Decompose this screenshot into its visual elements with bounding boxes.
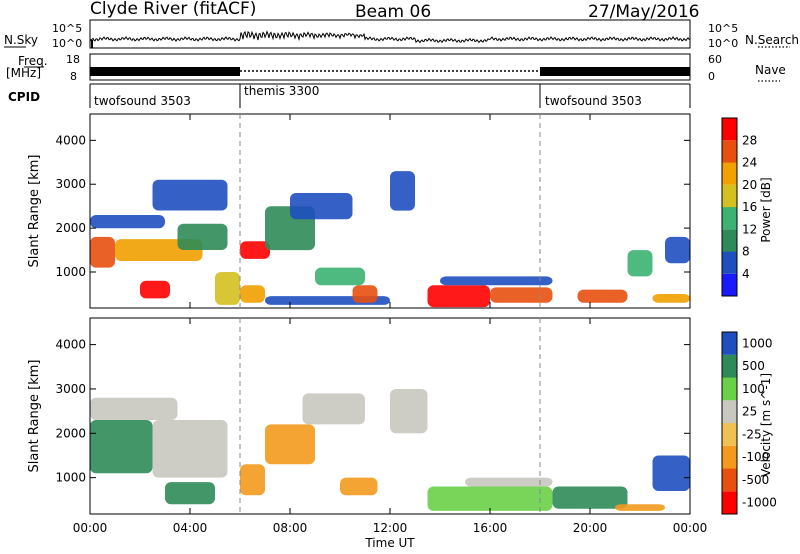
velocity-ytick-label-4: 4000	[55, 338, 86, 352]
velocity-patch-14	[653, 456, 691, 492]
power-patch-4	[140, 281, 170, 299]
power-ytick-label-2: 2000	[55, 221, 86, 235]
velocity-colorbar-cell-7	[722, 355, 737, 378]
power-colorbar-cell-8	[722, 118, 737, 140]
noise-panel-frame	[90, 20, 690, 48]
velocity-ytick-label-1: 1000	[55, 471, 86, 485]
velocity-patch-8	[340, 478, 378, 496]
velocity-patch-2	[90, 398, 178, 420]
power-colorbar-cell-2	[722, 252, 737, 274]
power-colorbar-cell-4	[722, 207, 737, 229]
velocity-patch-11	[465, 478, 553, 487]
velocity-ylabel: Slant Range [km]	[27, 360, 42, 473]
power-colorbar-tick-4: 16	[742, 200, 757, 214]
freq-segment-3	[540, 67, 690, 76]
power-patch-18	[490, 287, 553, 302]
power-frame	[90, 114, 690, 308]
velocity-patch-12	[553, 487, 628, 509]
power-ylabel: Slant Range [km]	[27, 155, 42, 268]
power-patch-9	[240, 285, 265, 303]
power-colorbar-tick-2: 8	[742, 245, 750, 259]
velocity-colorbar-cell-4	[722, 423, 737, 446]
velocity-patch-7	[303, 393, 366, 424]
x-tick-label-1: 00:00	[73, 521, 108, 535]
x-axis-label: Time UT	[364, 536, 415, 550]
power-patch-5	[153, 180, 228, 211]
power-patch-14	[353, 285, 378, 303]
velocity-colorbar-tick-8: -1000	[742, 496, 777, 510]
power-ytick-label-4: 4000	[55, 133, 86, 147]
power-patch-17	[440, 276, 553, 285]
power-colorbar-tick-5: 20	[742, 178, 757, 192]
power-ytick-label-3: 3000	[55, 177, 86, 191]
power-colorbar-cell-6	[722, 163, 737, 185]
velocity-patch-10	[428, 487, 553, 511]
power-patch-2	[90, 215, 165, 228]
power-colorbar-tick-3: 12	[742, 222, 757, 236]
power-patch-21	[653, 294, 691, 303]
x-tick-label-2: 04:00	[173, 521, 208, 535]
power-colorbar-tick-6: 24	[742, 156, 757, 170]
velocity-patch-1	[90, 420, 153, 473]
velocity-colorbar-tick-1: 1000	[742, 336, 773, 350]
noise-sky-line	[90, 32, 690, 43]
x-tick-label-6: 20:00	[573, 521, 608, 535]
power-patch-12	[290, 193, 353, 219]
velocity-ytick-label-3: 3000	[55, 382, 86, 396]
power-colorbar-cell-3	[722, 229, 737, 251]
velocity-colorbar-tick-4: 25	[742, 405, 757, 419]
velocity-colorbar-label: Velocity [m s^-1]	[759, 373, 773, 477]
power-patch-19	[578, 290, 628, 303]
power-colorbar-tick-1: 4	[742, 267, 750, 281]
velocity-colorbar-cell-3	[722, 446, 737, 469]
power-patch-20	[628, 250, 653, 276]
power-patch-13	[315, 268, 365, 286]
power-patch-1	[90, 237, 115, 268]
x-tick-label-3: 08:00	[273, 521, 308, 535]
x-tick-label-7: 00:00	[673, 521, 708, 535]
velocity-colorbar-cell-5	[722, 400, 737, 423]
power-colorbar-label: Power [dB]	[759, 177, 773, 242]
velocity-colorbar-cell-8	[722, 332, 737, 355]
velocity-patch-4	[165, 482, 215, 504]
power-colorbar-tick-7: 28	[742, 133, 757, 147]
power-patch-16	[428, 285, 491, 307]
velocity-patch-3	[153, 420, 228, 478]
power-ytick-label-1: 1000	[55, 265, 86, 279]
velocity-colorbar-cell-2	[722, 469, 737, 492]
velocity-colorbar-cell-6	[722, 378, 737, 401]
power-patch-22	[665, 237, 690, 263]
velocity-patch-6	[265, 424, 315, 464]
power-patch-7	[215, 272, 240, 305]
velocity-patch-9	[390, 389, 428, 433]
freq-segment-1	[90, 67, 240, 76]
power-colorbar-cell-7	[722, 140, 737, 162]
power-patch-6	[178, 224, 228, 250]
power-colorbar-cell-1	[722, 274, 737, 296]
velocity-patch-13	[615, 504, 665, 511]
velocity-ytick-label-2: 2000	[55, 426, 86, 440]
velocity-colorbar-tick-2: 500	[742, 359, 765, 373]
power-patch-15	[390, 171, 415, 211]
power-colorbar-cell-5	[722, 185, 737, 207]
x-tick-label-4: 12:00	[373, 521, 408, 535]
velocity-patch-5	[240, 464, 265, 495]
x-tick-label-5: 16:00	[473, 521, 508, 535]
velocity-colorbar-cell-1	[722, 491, 737, 514]
